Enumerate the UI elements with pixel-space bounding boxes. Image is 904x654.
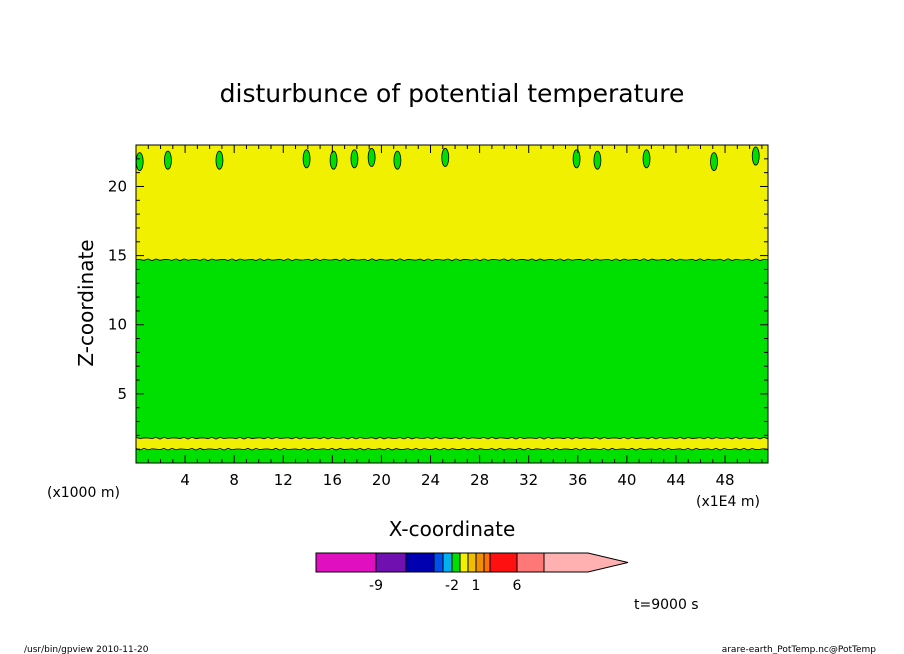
contour-band-3 (136, 145, 768, 260)
colorbar-swatch-10 (489, 552, 518, 573)
x-tick-label-7: 32 (519, 471, 538, 489)
contour-blob-7 (393, 150, 402, 170)
colorbar-swatch-7 (467, 552, 477, 573)
contour-blob-12 (710, 152, 718, 171)
x-tick-label-9: 40 (617, 471, 636, 489)
z-unit-label: (x1000 m) (47, 485, 120, 501)
contour-blob-4 (329, 150, 338, 170)
contour-line-2 (135, 436, 769, 440)
y-tick-label-0: 5 (117, 385, 127, 403)
colorbar-swatch-3 (433, 552, 444, 573)
colorbar-swatch-6 (459, 552, 469, 573)
contour-band-0 (136, 449, 768, 463)
contour-blob-13 (751, 146, 760, 166)
x-axis-label: X-coordinate (389, 517, 516, 541)
contour-blob-11 (642, 149, 651, 169)
contour-band-1 (136, 438, 768, 450)
footer-left-label: /usr/bin/gpview 2010-11-20 (24, 645, 149, 654)
x-tick-label-1: 8 (229, 471, 239, 489)
y-axis-label: Z-coordinate (74, 239, 98, 366)
colorbar-swatch-2 (405, 552, 435, 573)
contour-blob-1 (164, 150, 172, 170)
footer-right-label: arare-earth_PotTemp.nc@PotTemp (722, 645, 877, 654)
y-tick-label-1: 10 (108, 316, 127, 334)
contour-band-2 (136, 259, 768, 439)
contour-blob-10 (593, 150, 602, 170)
colorbar-swatch-5 (451, 552, 461, 573)
colorbar-swatch-4 (442, 552, 453, 573)
colorbar: -9 -2 1 6 (315, 552, 629, 594)
contour-line-1 (135, 447, 769, 451)
colorbar-swatch-8 (475, 552, 485, 573)
contour-line-3 (135, 258, 769, 262)
contour-blob-2 (215, 150, 224, 170)
x-tick-label-10: 44 (666, 471, 685, 489)
colorbar-tick-label-2: 1 (472, 578, 481, 594)
contour-blob-6 (367, 148, 376, 167)
contour-blob-0 (135, 152, 144, 171)
colorbar-swatch-11 (516, 552, 545, 573)
colorbar-tick-label-0: -9 (369, 578, 383, 594)
x-tick-label-6: 28 (470, 471, 489, 489)
x-tick-label-8: 36 (568, 471, 587, 489)
colorbar-swatch-1 (375, 552, 407, 573)
y-tick-label-3: 20 (108, 177, 127, 195)
x-tick-label-3: 16 (323, 471, 342, 489)
time-label: t=9000 s (634, 597, 699, 613)
chart-title: disturbunce of potential temperature (220, 79, 685, 108)
x-tick-label-11: 48 (716, 471, 735, 489)
contour-blob-9 (572, 149, 581, 169)
x-unit-label: (x1E4 m) (696, 494, 760, 510)
y-tick-label-2: 15 (108, 247, 127, 265)
colorbar-swatch-12 (543, 552, 629, 573)
colorbar-swatch-9 (483, 552, 491, 573)
x-tick-label-2: 12 (274, 471, 293, 489)
plot-frame (135, 144, 769, 464)
x-tick-label-5: 24 (421, 471, 440, 489)
contour-blob-8 (441, 148, 450, 167)
colorbar-swatch-0 (315, 552, 377, 573)
contour-blob-5 (350, 149, 359, 169)
colorbar-tick-label-3: 6 (513, 578, 522, 594)
x-tick-label-0: 4 (180, 471, 190, 489)
contour-blob-3 (302, 149, 311, 169)
x-tick-label-4: 20 (372, 471, 391, 489)
colorbar-tick-label-1: -2 (445, 578, 459, 594)
